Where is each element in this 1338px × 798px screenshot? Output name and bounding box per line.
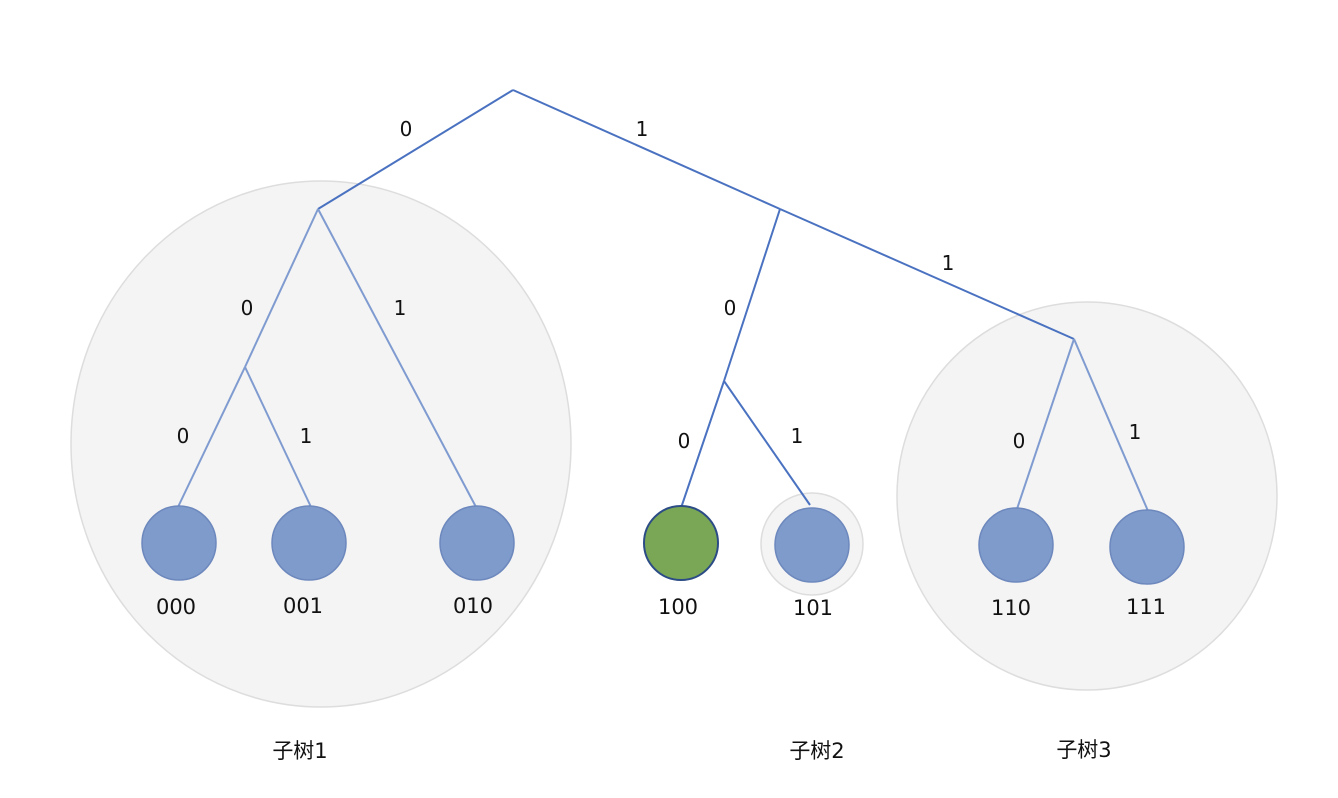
edge-rl-left — [680, 380, 725, 509]
leaf-node — [439, 505, 515, 581]
leaf-label: 010 — [453, 594, 493, 618]
leaf-node — [978, 507, 1054, 583]
subtree-label: 子树2 — [789, 739, 844, 763]
edge-rl-right — [723, 380, 811, 506]
edge-label: 1 — [300, 424, 313, 448]
edge-root-left — [317, 89, 514, 210]
edge-l-left — [244, 208, 319, 368]
leaf-node — [271, 505, 347, 581]
edge-ll-left — [177, 366, 246, 508]
edge-ll-right — [244, 366, 312, 508]
edge-l-right — [317, 208, 477, 508]
leaf-label: 110 — [991, 596, 1031, 620]
subtree-label: 子树3 — [1056, 738, 1111, 762]
edge-rr-right — [1073, 338, 1149, 512]
edge-label: 1 — [791, 424, 804, 448]
leaf-label: 101 — [793, 596, 833, 620]
edge-root-right — [512, 89, 781, 210]
edge-label: 1 — [1129, 420, 1142, 444]
edge-label: 1 — [942, 251, 955, 275]
leaf-node — [774, 507, 850, 583]
edge-label: 0 — [241, 296, 254, 320]
subtree-3-region — [896, 301, 1278, 691]
edge-label: 0 — [1013, 429, 1026, 453]
edge-label: 0 — [724, 296, 737, 320]
subtree-1-region — [70, 180, 572, 708]
edge-label: 0 — [177, 424, 190, 448]
edge-label: 1 — [636, 117, 649, 141]
leaf-label: 100 — [658, 595, 698, 619]
edge-r-right — [779, 208, 1075, 340]
edge-label: 0 — [400, 117, 413, 141]
leaf-label: 111 — [1126, 595, 1166, 619]
subtree-label: 子树1 — [272, 739, 327, 763]
leaf-node — [1109, 509, 1185, 585]
leaf-node — [141, 505, 217, 581]
edge-label: 0 — [678, 429, 691, 453]
leaf-label: 001 — [283, 594, 323, 618]
leaf-label: 000 — [156, 595, 196, 619]
highlighted-leaf-node — [643, 505, 719, 581]
edge-r-left — [723, 208, 781, 382]
edge-label: 1 — [394, 296, 407, 320]
edge-rr-left — [1016, 338, 1075, 510]
